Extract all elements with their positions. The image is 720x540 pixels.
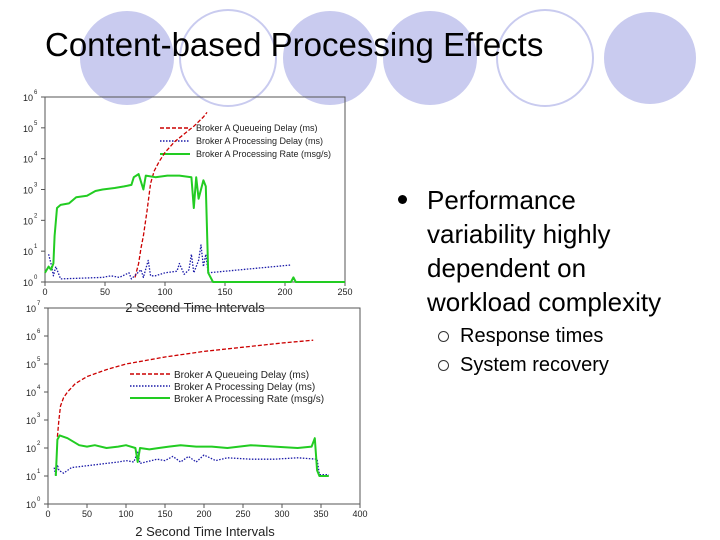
chart-top: Broker A Queueing Delay (ms) Broker A Pr… [23, 90, 353, 315]
top-y-tick-exponent: 3 [34, 183, 38, 189]
top-x-tick-label: 50 [100, 287, 110, 297]
ring-bullet-icon [438, 360, 449, 371]
top-y-tick-exponent: 2 [34, 213, 38, 219]
bottom-y-tick-label: 10 [26, 304, 36, 314]
bullet-dot-icon [398, 195, 407, 204]
bottom-y-tick-exponent: 0 [37, 497, 41, 503]
bottom-y-tick-label: 10 [26, 388, 36, 398]
sub-bullet-text-2: System recovery [460, 354, 609, 376]
deco-circle-1 [80, 11, 174, 105]
bottom-xlabel: 2 Second Time Intervals [135, 524, 275, 539]
top-y-tick-exponent: 4 [34, 152, 38, 158]
bottom-x-tick-label: 200 [196, 509, 211, 519]
top-y-tick-exponent: 0 [34, 275, 38, 281]
top-y-tick-exponent: 5 [34, 121, 38, 127]
top-series-processing-delay [47, 244, 292, 280]
top-x-tick-label: 150 [217, 287, 232, 297]
bottom-y-tick-label: 10 [26, 472, 36, 482]
sub-bullet-text-1: Response times [460, 325, 604, 347]
top-series-queueing [134, 111, 208, 278]
top-y-tick-label: 10 [23, 186, 33, 196]
slide-title: Content-based Processing Effects [45, 26, 544, 63]
bottom-series-queueing [56, 339, 314, 437]
main-bullet-text: Performance variability highly dependent… [427, 185, 662, 317]
deco-circle-6 [604, 12, 696, 104]
top-x-tick-label: 100 [157, 287, 172, 297]
bottom-y-tick-exponent: 5 [37, 357, 41, 363]
sub-bullet-1: Response times [438, 325, 718, 348]
bottom-x-tick-label: 0 [45, 509, 50, 519]
bottom-x-tick-label: 400 [352, 509, 367, 519]
top-y-tick-exponent: 6 [34, 90, 38, 96]
bottom-x-tick-label: 100 [118, 509, 133, 519]
bottom-y-tick-label: 10 [26, 332, 36, 342]
top-legend: Broker A Queueing Delay (ms) Broker A Pr… [160, 123, 331, 159]
top-x-tick-label: 200 [277, 287, 292, 297]
bottom-x-tick-label: 50 [82, 509, 92, 519]
ring-bullet-icon [438, 331, 449, 342]
deco-circle-4 [383, 11, 477, 105]
bottom-y-tick-exponent: 3 [37, 413, 41, 419]
sub-bullet-2: System recovery [438, 354, 718, 377]
bottom-x-tick-label: 350 [313, 509, 328, 519]
top-y-tick-label: 10 [23, 247, 33, 257]
deco-circle-3 [283, 11, 377, 105]
top-x-tick-label: 0 [42, 287, 47, 297]
bottom-series-processing-delay [53, 451, 329, 477]
main-bullet: Performance variability highly dependent… [398, 183, 718, 319]
bottom-legend-delay: Broker A Processing Delay (ms) [174, 382, 315, 393]
bottom-x-tick-label: 300 [274, 509, 289, 519]
deco-circle-2 [179, 9, 277, 107]
deco-circle-5 [496, 9, 594, 107]
bottom-y-tick-exponent: 6 [37, 329, 41, 335]
bottom-series-processing-rate [54, 434, 329, 477]
top-legend-queueing: Broker A Queueing Delay (ms) [196, 123, 318, 133]
bottom-plot-frame [47, 307, 361, 505]
bottom-y-tick-exponent: 1 [37, 469, 41, 475]
top-y-tick-exponent: 1 [34, 244, 38, 250]
top-legend-delay: Broker A Processing Delay (ms) [196, 136, 323, 146]
bottom-y-tick-exponent: 7 [37, 301, 41, 307]
top-series-processing-rate [44, 173, 345, 283]
top-y-tick-label: 10 [23, 93, 33, 103]
chart-bottom: Broker A Queueing Delay (ms) Broker A Pr… [26, 301, 368, 539]
bottom-y-tick-label: 10 [26, 444, 36, 454]
bottom-legend-queueing: Broker A Queueing Delay (ms) [174, 370, 309, 381]
top-x-tick-label: 250 [337, 287, 352, 297]
top-y-tick-label: 10 [23, 216, 33, 226]
bottom-y-tick-exponent: 2 [37, 441, 41, 447]
bottom-x-tick-label: 150 [157, 509, 172, 519]
top-legend-rate: Broker A Processing Rate (msg/s) [196, 149, 331, 159]
bottom-x-tick-label: 250 [235, 509, 250, 519]
bottom-legend-rate: Broker A Processing Rate (msg/s) [174, 394, 324, 405]
bottom-legend: Broker A Queueing Delay (ms) Broker A Pr… [130, 370, 324, 405]
top-y-tick-label: 10 [23, 124, 33, 134]
bottom-y-tick-label: 10 [26, 360, 36, 370]
bottom-y-tick-label: 10 [26, 500, 36, 510]
bullet-list: Performance variability highly dependent… [398, 183, 718, 377]
top-y-tick-label: 10 [23, 155, 33, 165]
bottom-y-tick-exponent: 4 [37, 385, 41, 391]
top-y-tick-label: 10 [23, 278, 33, 288]
bottom-y-tick-label: 10 [26, 416, 36, 426]
